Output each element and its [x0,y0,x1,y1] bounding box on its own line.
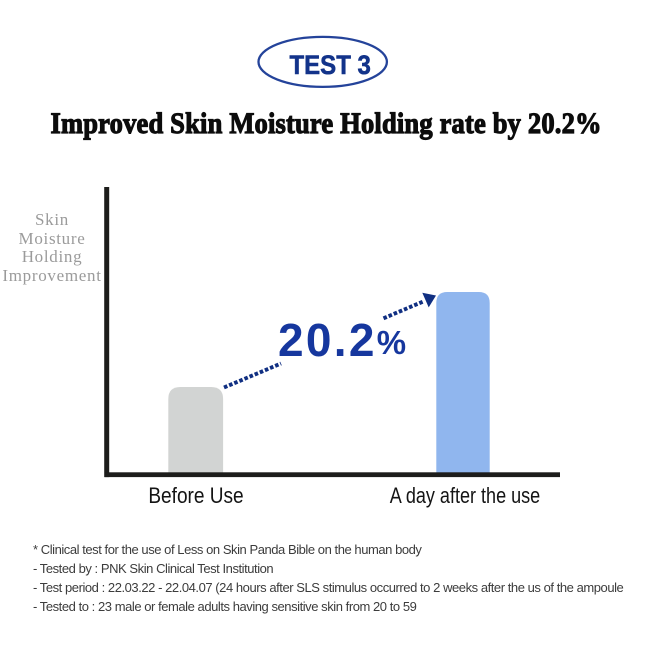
svg-text:TEST 3: TEST 3 [289,51,370,81]
